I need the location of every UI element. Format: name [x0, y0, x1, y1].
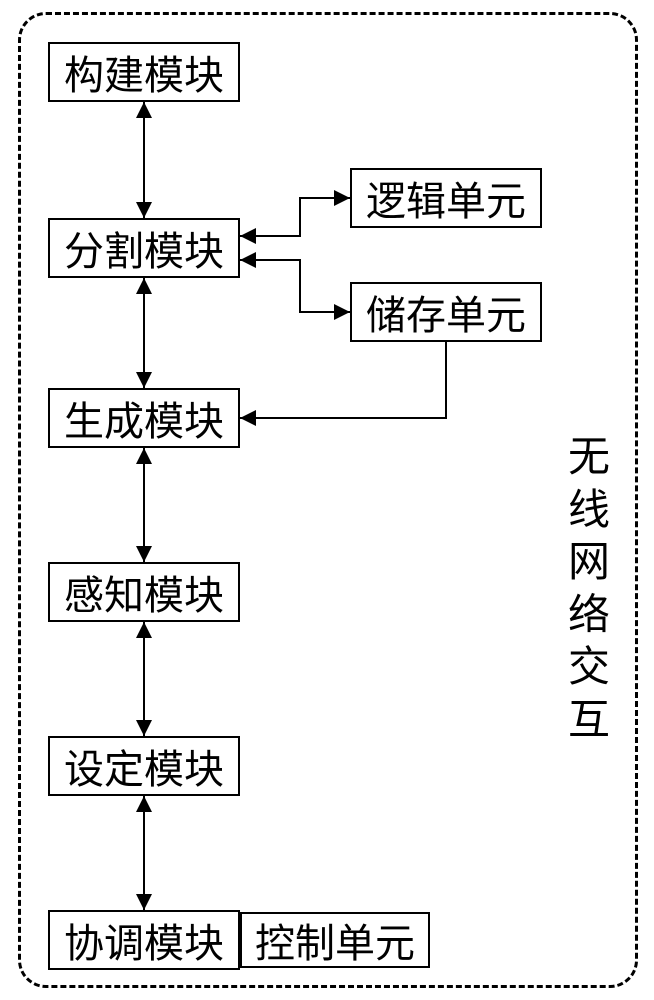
- vertical-label-char: 交: [568, 642, 610, 695]
- node-label: 构建模块: [64, 43, 224, 101]
- node-logic: 逻辑单元: [350, 168, 542, 228]
- node-label: 逻辑单元: [366, 169, 526, 227]
- node-label: 感知模块: [64, 563, 224, 621]
- vertical-label-char: 络: [568, 590, 610, 643]
- node-label: 控制单元: [255, 911, 415, 969]
- vertical-label-char: 网: [568, 537, 610, 590]
- node-split: 分割模块: [48, 218, 240, 278]
- diagram-frame: [18, 12, 638, 988]
- node-sense: 感知模块: [48, 562, 240, 622]
- node-label: 协调模块: [64, 911, 224, 969]
- node-set: 设定模块: [48, 736, 240, 796]
- node-label: 分割模块: [64, 219, 224, 277]
- node-gen: 生成模块: [48, 388, 240, 448]
- vertical-label: 无线网络交互: [568, 432, 610, 747]
- node-label: 储存单元: [366, 283, 526, 341]
- node-build: 构建模块: [48, 42, 240, 102]
- node-ctrl: 控制单元: [240, 912, 430, 968]
- vertical-label-char: 无: [568, 432, 610, 485]
- node-coord: 协调模块: [48, 910, 240, 970]
- node-label: 生成模块: [64, 389, 224, 447]
- vertical-label-char: 互: [568, 695, 610, 748]
- node-store: 储存单元: [350, 282, 542, 342]
- node-label: 设定模块: [64, 737, 224, 795]
- vertical-label-char: 线: [568, 485, 610, 538]
